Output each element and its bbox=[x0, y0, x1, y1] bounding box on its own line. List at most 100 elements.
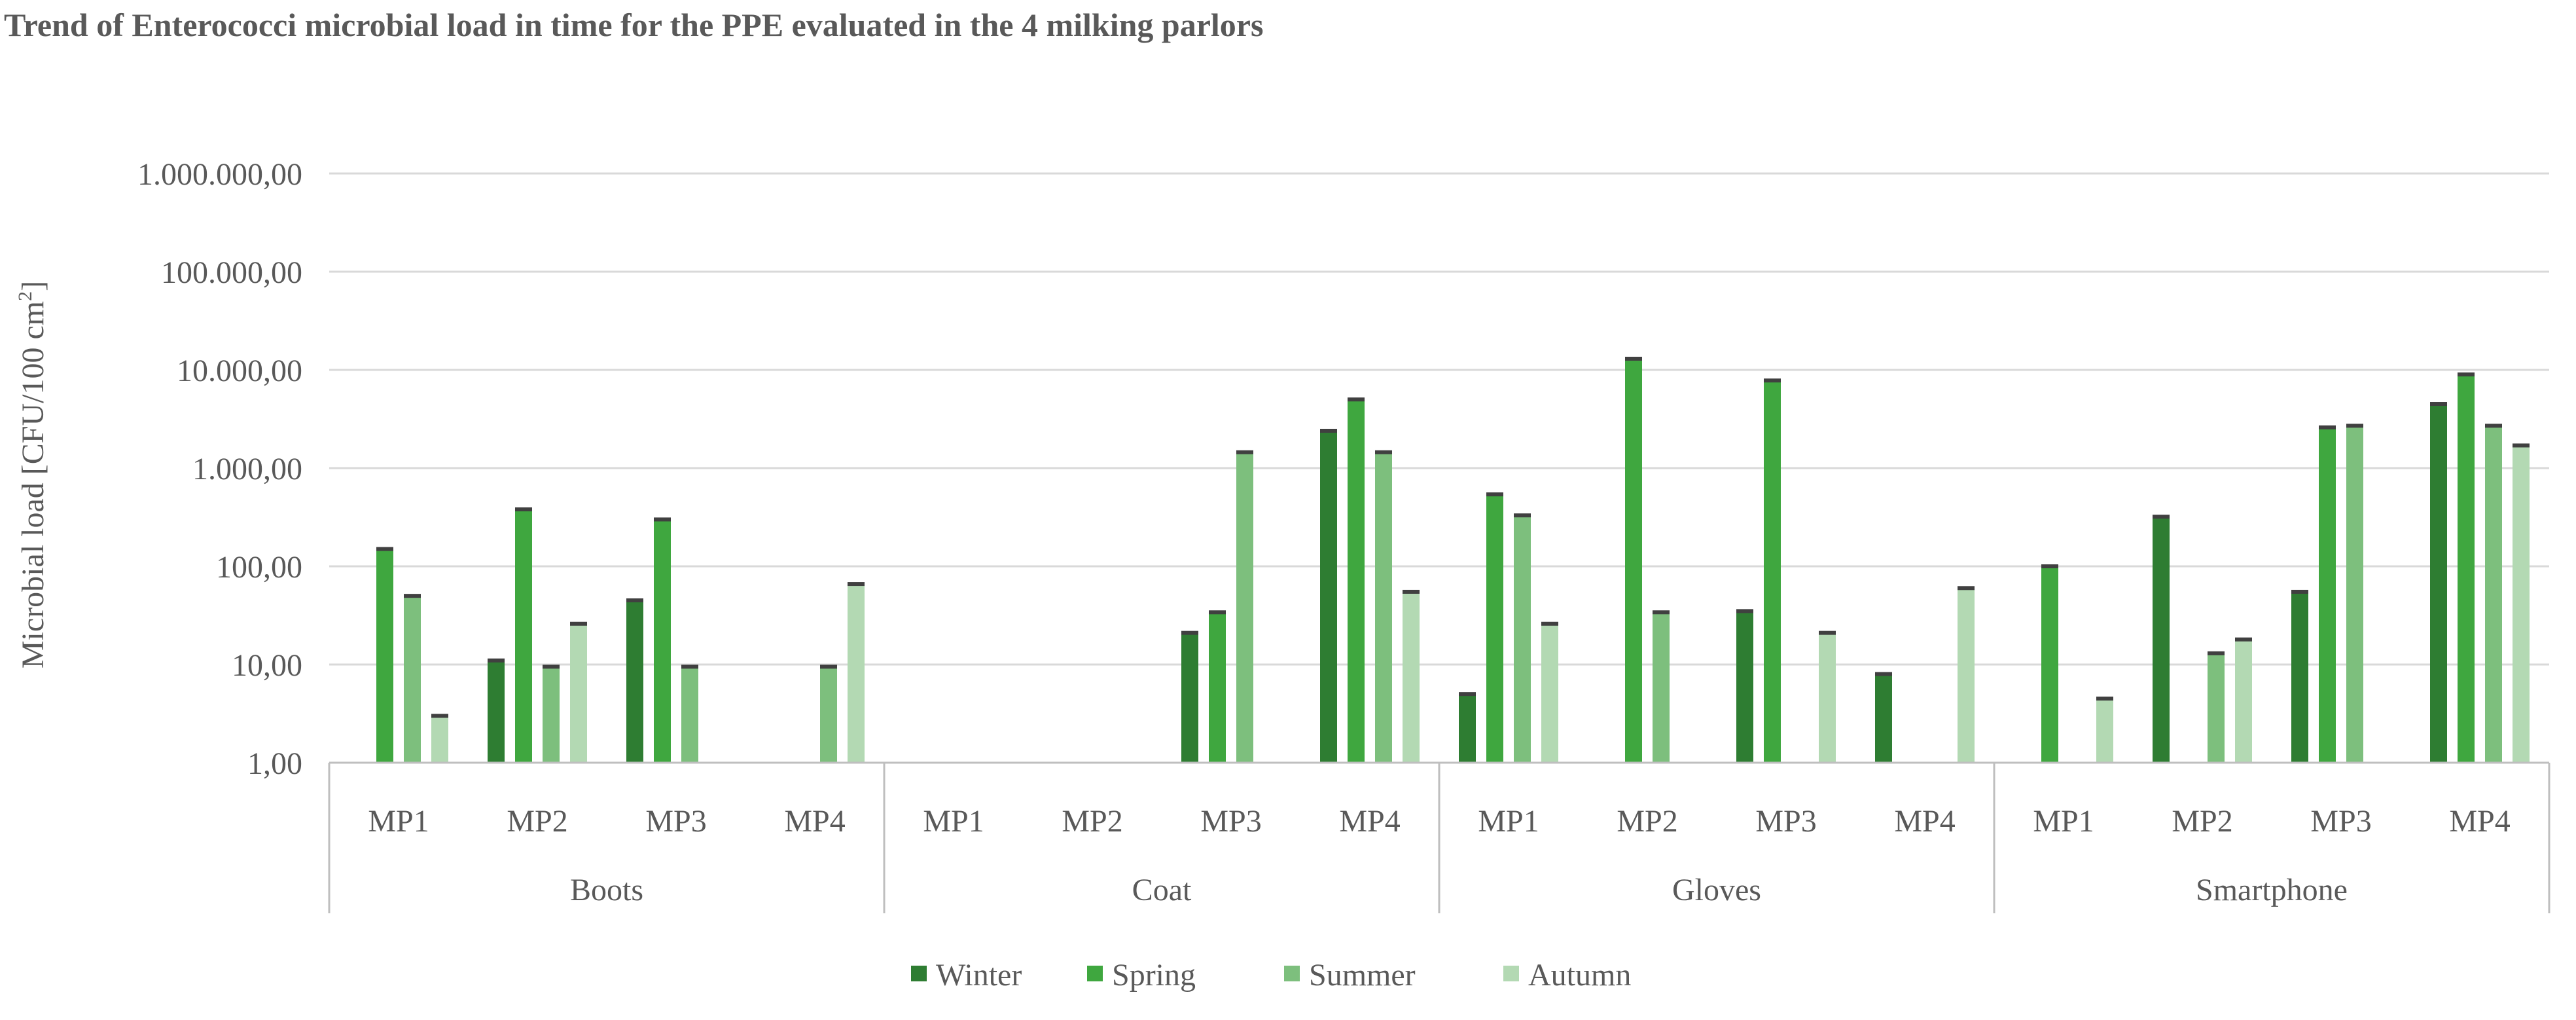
bar-spring bbox=[1348, 399, 1365, 763]
bar-autumn bbox=[2096, 699, 2113, 763]
bar-autumn bbox=[570, 623, 587, 763]
bar-summer bbox=[2208, 653, 2225, 763]
y-tick-label: 100.000,00 bbox=[161, 255, 302, 290]
error-cap bbox=[2346, 424, 2363, 428]
error-cap bbox=[543, 665, 560, 669]
error-cap bbox=[1236, 450, 1253, 454]
y-axis-label-main: Microbial load [CFU/100 cm bbox=[16, 301, 50, 668]
x-tick-label: MP1 bbox=[368, 804, 429, 839]
y-tick-labels: 1,00 10,00 100,00 1.000,00 10.000,00 100.000,… bbox=[137, 157, 302, 781]
bar-summer bbox=[1236, 452, 1253, 763]
bar-spring bbox=[2041, 566, 2058, 763]
bar-summer bbox=[1514, 515, 1531, 763]
error-cap bbox=[431, 714, 448, 718]
y-tick-label: 100,00 bbox=[216, 550, 302, 585]
error-cap bbox=[1459, 692, 1476, 697]
error-cap bbox=[1209, 610, 1226, 615]
y-axis-label-sup: 2 bbox=[14, 291, 36, 301]
chart-title: Trend of Enterococci microbial load in t… bbox=[4, 7, 1263, 43]
error-cap bbox=[515, 507, 532, 512]
error-cap bbox=[2513, 443, 2530, 448]
error-cap bbox=[570, 621, 587, 626]
bar-winter bbox=[2291, 591, 2308, 763]
error-cap bbox=[376, 547, 393, 551]
bar-spring bbox=[1764, 380, 1781, 763]
error-cap bbox=[1320, 428, 1337, 433]
bar-spring bbox=[2319, 427, 2336, 763]
y-tick-label: 1.000,00 bbox=[192, 452, 302, 486]
bar-summer bbox=[681, 666, 698, 763]
group-label: Boots bbox=[570, 873, 643, 907]
error-cap bbox=[2235, 637, 2252, 642]
bar-autumn bbox=[1403, 591, 1420, 763]
bar-winter bbox=[2430, 404, 2447, 763]
error-cap bbox=[2319, 425, 2336, 429]
bar-spring bbox=[654, 519, 671, 763]
legend-swatch-autumn bbox=[1503, 966, 1519, 981]
x-tick-label: MP3 bbox=[1200, 804, 1261, 839]
bar-spring bbox=[376, 549, 393, 763]
bar-autumn bbox=[2235, 639, 2252, 763]
bar-autumn bbox=[1958, 588, 1975, 763]
error-cap bbox=[2291, 589, 2308, 594]
error-cap bbox=[1486, 492, 1503, 497]
error-cap bbox=[1875, 672, 1892, 676]
x-tick-label: MP4 bbox=[1894, 804, 1955, 839]
error-cap bbox=[626, 598, 643, 603]
gridlines bbox=[329, 172, 2549, 764]
error-cap bbox=[1736, 609, 1753, 613]
error-cap bbox=[1819, 630, 1836, 635]
legend-label-spring: Spring bbox=[1112, 958, 1196, 993]
bar-spring bbox=[1625, 358, 1642, 763]
y-tick-label: 10,00 bbox=[232, 648, 302, 683]
error-cap bbox=[1403, 589, 1420, 594]
bar-summer bbox=[1375, 452, 1392, 763]
error-cap bbox=[654, 517, 671, 522]
bar-winter bbox=[1875, 674, 1892, 763]
x-tick-label: MP4 bbox=[1339, 804, 1400, 839]
x-tick-label: MP3 bbox=[2310, 804, 2371, 839]
error-cap bbox=[1181, 630, 1198, 635]
x-tick-label: MP1 bbox=[1478, 804, 1539, 839]
error-cap bbox=[1514, 513, 1531, 518]
error-cap bbox=[2096, 697, 2113, 701]
x-tick-label: MP2 bbox=[2172, 804, 2232, 839]
x-tick-label: MP2 bbox=[1617, 804, 1677, 839]
y-tick-label: 1,00 bbox=[247, 746, 302, 781]
bar-autumn bbox=[2513, 445, 2530, 763]
error-cap bbox=[681, 665, 698, 669]
error-cap bbox=[2458, 372, 2475, 376]
group-label: Gloves bbox=[1672, 873, 1761, 907]
error-cap bbox=[1764, 378, 1781, 383]
error-cap bbox=[1348, 397, 1365, 402]
bars bbox=[376, 356, 2530, 763]
y-axis-label: Microbial load [CFU/100 cm2] bbox=[14, 281, 50, 668]
error-cap bbox=[2153, 515, 2170, 519]
legend-swatch-spring bbox=[1087, 966, 1103, 981]
bar-winter bbox=[1459, 694, 1476, 763]
bar-spring bbox=[1209, 612, 1226, 763]
bar-autumn bbox=[1819, 632, 1836, 763]
bar-autumn bbox=[848, 584, 865, 763]
x-tick-label: MP2 bbox=[507, 804, 567, 839]
y-tick-label: 1.000.000,00 bbox=[137, 157, 302, 192]
legend: Winter Spring Summer Autumn bbox=[911, 958, 1631, 993]
error-cap bbox=[1625, 356, 1642, 361]
y-axis-label-close: ] bbox=[16, 281, 50, 291]
error-cap bbox=[1958, 586, 1975, 591]
bar-spring bbox=[515, 509, 532, 763]
legend-swatch-summer bbox=[1284, 966, 1300, 981]
legend-label-summer: Summer bbox=[1309, 958, 1416, 993]
bar-winter bbox=[1181, 632, 1198, 763]
bar-autumn bbox=[431, 716, 448, 763]
x-tick-label: MP2 bbox=[1062, 804, 1122, 839]
y-tick-label: 10.000,00 bbox=[177, 354, 302, 388]
legend-label-autumn: Autumn bbox=[1528, 958, 1631, 993]
x-tick-label: MP1 bbox=[2033, 804, 2094, 839]
error-cap bbox=[2485, 424, 2502, 428]
error-cap bbox=[820, 665, 837, 669]
bar-summer bbox=[2485, 426, 2502, 763]
bar-winter bbox=[2153, 517, 2170, 763]
bar-winter bbox=[1320, 430, 1337, 763]
